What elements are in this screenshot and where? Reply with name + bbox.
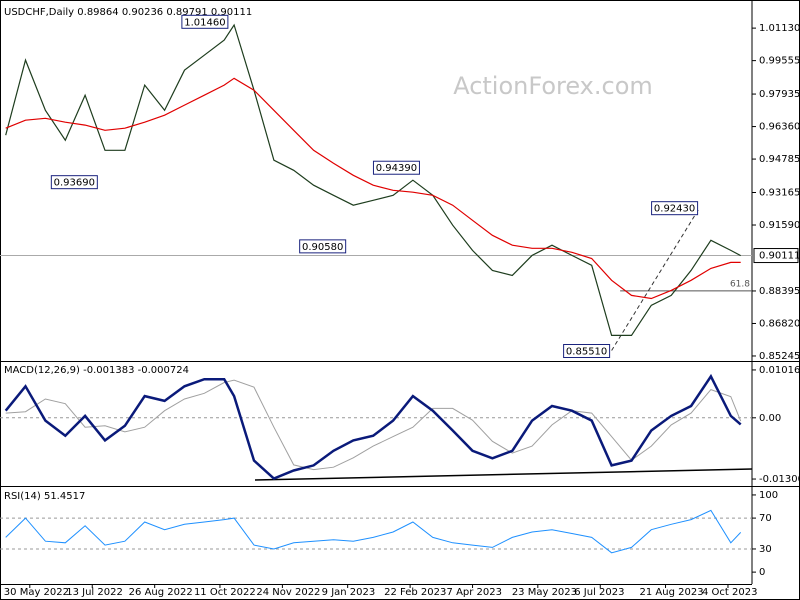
y-tick-label: 0.93165 [759, 188, 800, 199]
y-tick-label: 0.85245 [759, 351, 800, 362]
y-tick-label: 0 [759, 567, 765, 578]
y-tick-label: 0.97935 [759, 89, 800, 100]
annotation-box [299, 239, 347, 254]
y-tick-label: 0.96360 [759, 122, 800, 133]
last-price-box [753, 248, 799, 264]
x-tick-label: 9 Jan 2023 [322, 587, 376, 598]
annotation-label: 0.92430 [654, 204, 695, 215]
y-tick-label: 0.00 [759, 413, 781, 424]
x-tick-label: 21 Aug 2023 [640, 587, 704, 598]
y-tick-label: 0.99555 [759, 56, 800, 67]
x-tick-label: 6 Jul 2023 [574, 587, 624, 598]
annotation-box [50, 175, 98, 190]
support-trendline [254, 468, 753, 481]
y-tick-label: 0.010166 [759, 365, 800, 376]
annotation-box [181, 14, 229, 29]
fib-label: 61.8 [730, 279, 750, 289]
x-tick-label: 24 Nov 2022 [256, 587, 320, 598]
series-line [5, 509, 742, 554]
panel-title: MACD(12,26,9) -0.001383 -0.000724 [4, 365, 189, 376]
annotation-box [372, 160, 420, 175]
series-line [5, 23, 741, 336]
y-tick-label: 30 [759, 544, 772, 555]
series-line [4, 373, 742, 480]
y-tick-label: 0.91590 [759, 220, 800, 231]
panel-title: USDCHF,Daily 0.89864 0.90236 0.89791 0.9… [4, 7, 252, 18]
series-line [5, 379, 742, 471]
annotation-label: 0.94390 [376, 163, 417, 174]
y-tick-label: 0.94785 [759, 154, 800, 165]
x-tick-label: 26 Aug 2022 [129, 587, 193, 598]
annotation-label: 1.01460 [184, 17, 225, 28]
y-tick-label: 1.01130 [759, 23, 800, 34]
y-tick-label: -0.013006 [759, 474, 800, 485]
x-tick-label: 30 May 2022 [4, 587, 69, 598]
annotation-label: 0.93690 [54, 178, 95, 189]
panel-title: RSI(14) 51.4517 [4, 491, 85, 502]
annotation-box [563, 344, 611, 359]
last-price-label: 0.90111 [759, 251, 800, 262]
watermark: ActionForex.com [453, 72, 653, 100]
x-tick-label: 7 Apr 2023 [447, 587, 502, 598]
annotation-label: 0.90580 [302, 242, 343, 253]
annotation-label: 0.85510 [566, 347, 607, 358]
y-tick-label: 70 [759, 513, 772, 524]
y-tick-label: 100 [759, 490, 778, 501]
x-tick-label: 4 Oct 2023 [702, 587, 757, 598]
x-tick-label: 22 Feb 2023 [384, 587, 446, 598]
x-tick-label: 13 Jul 2022 [66, 587, 123, 598]
series-line [5, 77, 741, 300]
x-tick-label: 23 May 2023 [512, 587, 577, 598]
x-tick-label: 11 Oct 2022 [194, 587, 256, 598]
y-tick-label: 0.88395 [759, 286, 800, 297]
annotation-box [651, 201, 699, 216]
y-tick-label: 0.86820 [759, 318, 800, 329]
